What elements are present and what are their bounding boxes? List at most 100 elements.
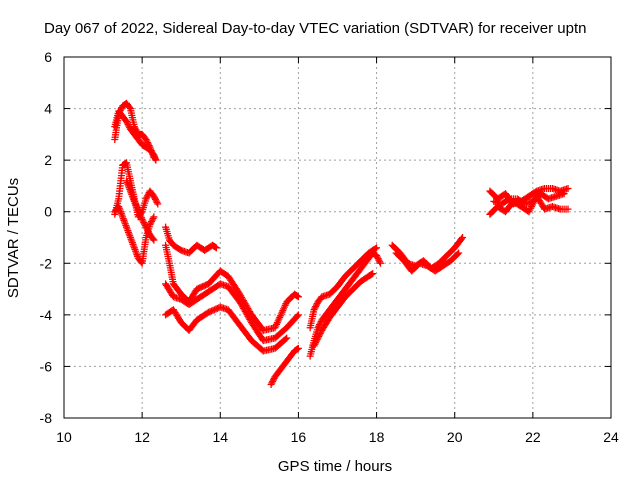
data-point bbox=[312, 301, 320, 309]
series-track-1 bbox=[111, 99, 158, 162]
data-point bbox=[148, 216, 156, 224]
series-track-11 bbox=[306, 249, 384, 360]
data-point bbox=[312, 339, 320, 347]
data-point bbox=[312, 337, 320, 345]
data-point bbox=[141, 222, 149, 230]
data-point bbox=[294, 311, 302, 319]
y-tick-label: 6 bbox=[44, 49, 52, 65]
data-point bbox=[147, 219, 155, 227]
data-point bbox=[143, 193, 151, 201]
data-point bbox=[564, 185, 572, 193]
data-point bbox=[454, 250, 462, 258]
series-track-6 bbox=[162, 223, 220, 257]
data-point bbox=[151, 195, 159, 203]
data-point bbox=[314, 334, 322, 342]
data-point bbox=[373, 244, 381, 252]
data-point bbox=[125, 122, 133, 130]
data-point bbox=[267, 380, 275, 388]
x-tick-label: 24 bbox=[603, 429, 619, 445]
data-point bbox=[268, 379, 276, 387]
series-track-7 bbox=[162, 241, 302, 334]
data-point bbox=[133, 204, 141, 212]
data-point bbox=[316, 329, 324, 337]
data-point bbox=[564, 205, 572, 213]
data-point bbox=[152, 156, 160, 164]
data-point bbox=[142, 223, 150, 231]
data-point bbox=[374, 255, 382, 263]
data-point bbox=[142, 136, 150, 144]
series-track-8 bbox=[162, 280, 302, 345]
data-point bbox=[310, 342, 318, 350]
data-point bbox=[373, 252, 381, 260]
x-tick-label: 10 bbox=[56, 429, 72, 445]
data-point bbox=[294, 344, 302, 352]
data-point bbox=[133, 202, 141, 210]
y-tick-label: 2 bbox=[44, 152, 52, 168]
x-tick-label: 14 bbox=[212, 429, 228, 445]
data-point bbox=[375, 256, 383, 264]
data-point bbox=[369, 270, 377, 278]
series-track-5 bbox=[123, 177, 158, 244]
series-track-10 bbox=[267, 344, 302, 388]
data-point bbox=[125, 103, 133, 111]
data-point bbox=[283, 334, 291, 342]
data-point bbox=[311, 340, 319, 348]
data-point bbox=[311, 304, 319, 312]
plot-frame bbox=[63, 56, 612, 419]
data-point bbox=[143, 225, 151, 233]
data-point bbox=[458, 235, 466, 243]
data-point bbox=[269, 376, 277, 384]
y-tick-label: -4 bbox=[40, 307, 53, 323]
y-axis-title: SDTVAR / TECUs bbox=[5, 178, 22, 298]
data-point bbox=[371, 245, 379, 253]
y-tick-label: 0 bbox=[44, 204, 52, 220]
data-point bbox=[144, 192, 152, 200]
data-point bbox=[316, 319, 324, 327]
data-point bbox=[153, 198, 161, 206]
data-point bbox=[560, 190, 568, 198]
data-point bbox=[124, 121, 132, 129]
data-point bbox=[376, 259, 384, 267]
data-point bbox=[373, 253, 381, 261]
data-point bbox=[293, 312, 301, 320]
data-point bbox=[150, 192, 158, 200]
y-tick-label: -2 bbox=[40, 255, 53, 271]
x-tick-label: 18 bbox=[369, 429, 385, 445]
data-point bbox=[140, 220, 148, 228]
series-track-12 bbox=[306, 244, 381, 332]
data-point bbox=[294, 293, 302, 301]
data-point bbox=[504, 196, 512, 204]
data-point bbox=[131, 199, 139, 207]
data-point bbox=[269, 377, 277, 385]
y-tick-label: -6 bbox=[40, 358, 53, 374]
data-point bbox=[459, 234, 467, 241]
data-point bbox=[316, 331, 324, 339]
data-point bbox=[148, 218, 156, 226]
x-tick-label: 20 bbox=[447, 429, 463, 445]
data-point bbox=[144, 226, 152, 234]
data-point bbox=[143, 137, 151, 145]
data-point bbox=[151, 194, 159, 202]
data-point bbox=[212, 244, 220, 252]
data-point bbox=[313, 336, 321, 344]
data-point bbox=[139, 217, 147, 225]
data-point bbox=[123, 119, 131, 127]
data-point bbox=[138, 215, 146, 223]
x-tick-label: 16 bbox=[291, 429, 307, 445]
series-track-2 bbox=[111, 107, 160, 164]
data-point bbox=[144, 228, 152, 236]
data-point bbox=[150, 236, 158, 244]
data-point bbox=[376, 258, 384, 266]
data-point bbox=[310, 306, 318, 314]
data-point bbox=[315, 333, 323, 341]
series-track-15 bbox=[392, 249, 463, 275]
x-axis-title: GPS time / hours bbox=[278, 458, 392, 475]
data-point bbox=[140, 219, 148, 227]
data-point bbox=[150, 213, 158, 221]
series-track-13 bbox=[310, 270, 377, 350]
data-marks bbox=[111, 99, 572, 388]
data-point bbox=[130, 197, 138, 205]
data-point bbox=[455, 249, 463, 257]
